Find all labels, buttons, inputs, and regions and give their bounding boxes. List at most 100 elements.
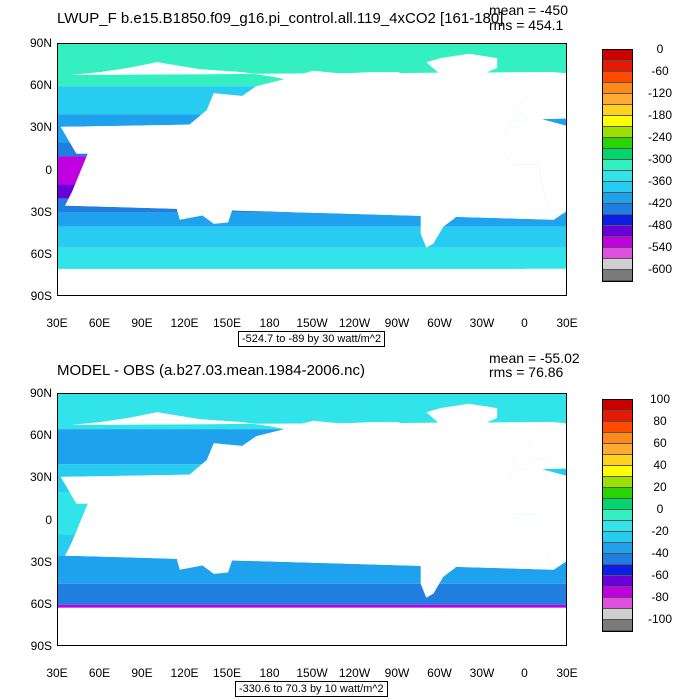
colorbar-box	[603, 510, 632, 521]
y-tick-label: 60S	[30, 596, 52, 611]
colorbar-box	[603, 466, 632, 477]
x-tick-label: 30E	[556, 316, 578, 330]
x-tick-label: 150E	[212, 316, 242, 330]
x-tick-label: 90W	[384, 666, 410, 680]
colorbar-label: 60	[653, 436, 667, 450]
colorbar-box	[603, 138, 632, 149]
colorbar-box	[603, 127, 632, 138]
antarctica-landmask	[525, 268, 566, 295]
x-tick-label: 90W	[384, 316, 410, 330]
colorbar-box	[603, 576, 632, 587]
africa-landmask	[501, 468, 566, 570]
colorbar-box	[603, 455, 632, 466]
colorbar-label: -60	[651, 64, 669, 78]
y-tick-label: 90S	[30, 639, 52, 653]
x-tick-label: 30E	[46, 666, 68, 680]
x-tick-label: 60E	[88, 666, 111, 680]
colorbar-box	[603, 411, 632, 422]
x-tick-label: 30W	[469, 666, 495, 680]
mean-text: mean = -55.02	[489, 350, 580, 366]
y-tick-label: 30N	[29, 120, 52, 135]
eurasia-landmask	[511, 422, 566, 470]
colorbar-box	[603, 609, 632, 620]
colorbar-label: -540	[647, 240, 673, 254]
eurasia-landmask	[65, 412, 566, 514]
panel-title: LWUP_F b.e15.B1850.f09_g16.pi_control.al…	[57, 10, 504, 27]
colorbar-box	[603, 83, 632, 94]
y-tick-label: 30S	[30, 554, 52, 569]
contour-range-label: -330.6 to 70.3 by 10 watt/m^2	[235, 681, 388, 697]
colorbar-box	[603, 61, 632, 72]
colorbar-label: 40	[653, 458, 667, 472]
colorbar-label: -60	[651, 568, 669, 582]
colorbar-label: 100	[649, 392, 671, 406]
map-svg	[58, 44, 566, 295]
colorbar-box	[603, 72, 632, 83]
x-tick-label: 0	[521, 666, 528, 680]
top-panel: LWUP_F b.e15.B1850.f09_g16.pi_control.al…	[29, 2, 673, 347]
mean-text: mean = -450	[489, 2, 568, 18]
colorbar-box	[603, 499, 632, 510]
y-tick-label: 0	[45, 512, 52, 527]
colorbar-box	[603, 226, 632, 237]
colorbar	[602, 399, 633, 632]
field-band	[58, 604, 566, 608]
y-tick-label: 90S	[30, 289, 52, 303]
x-tick-label: 120W	[338, 316, 371, 330]
x-tick-label: 60W	[427, 316, 452, 330]
y-tick-label: 90N	[29, 386, 52, 400]
colorbar-box	[603, 620, 632, 631]
x-tick-label: 90E	[131, 316, 153, 330]
colorbar-box	[603, 171, 632, 182]
colorbar-box	[603, 94, 632, 105]
colorbar-box	[603, 270, 632, 281]
x-tick-label: 120E	[170, 666, 199, 680]
colorbar-label: -600	[647, 262, 673, 276]
africa-landmask	[60, 468, 554, 570]
x-tick-label: 30W	[469, 316, 495, 330]
colorbar-label: -100	[647, 612, 673, 626]
colorbar-label: -40	[651, 546, 669, 560]
field-band	[58, 583, 566, 605]
bottom-panel: MODEL - OBS (a.b27.03.mean.1984-2006.nc)…	[0, 350, 700, 700]
colorbar-box	[603, 116, 632, 127]
colorbar-label: -120	[647, 86, 673, 100]
colorbar-box	[603, 554, 632, 565]
y-tick-label: 90N	[29, 36, 52, 50]
colorbar-label: -180	[647, 108, 673, 122]
colorbar-box	[603, 521, 632, 532]
colorbar-label: -240	[647, 130, 673, 144]
map-svg	[58, 394, 566, 645]
x-tick-label: 150W	[296, 666, 328, 680]
x-tick-label: 90E	[131, 666, 153, 680]
field-band	[58, 247, 566, 269]
colorbar-box	[603, 488, 632, 499]
colorbar-box	[603, 444, 632, 455]
y-tick-label: 60N	[29, 428, 52, 443]
colorbar-label: 80	[653, 414, 667, 428]
colorbar-label: -300	[647, 152, 673, 166]
colorbar-box	[603, 149, 632, 160]
colorbar-box	[603, 543, 632, 554]
colorbar-label: -20	[651, 524, 669, 538]
map-plot	[57, 393, 567, 646]
colorbar-box	[603, 259, 632, 270]
colorbar-label: -80	[651, 590, 669, 604]
colorbar-box	[603, 105, 632, 116]
colorbar-box	[603, 182, 632, 193]
colorbar-box	[603, 204, 632, 215]
colorbar-label: 0	[656, 42, 664, 56]
africa-landmask	[60, 118, 554, 220]
x-tick-label: 180	[259, 666, 280, 680]
colorbar-label: 0	[656, 502, 664, 516]
colorbar-box	[603, 193, 632, 204]
colorbar-box	[603, 237, 632, 248]
y-tick-label: 30S	[30, 204, 52, 219]
eurasia-landmask	[511, 72, 566, 120]
x-tick-label: 0	[521, 316, 528, 330]
x-tick-label: 150W	[296, 316, 328, 330]
field-band	[58, 226, 566, 248]
y-tick-label: 30N	[29, 470, 52, 485]
rms-text: rms = 454.1	[489, 17, 564, 33]
africa-landmask	[501, 118, 566, 220]
